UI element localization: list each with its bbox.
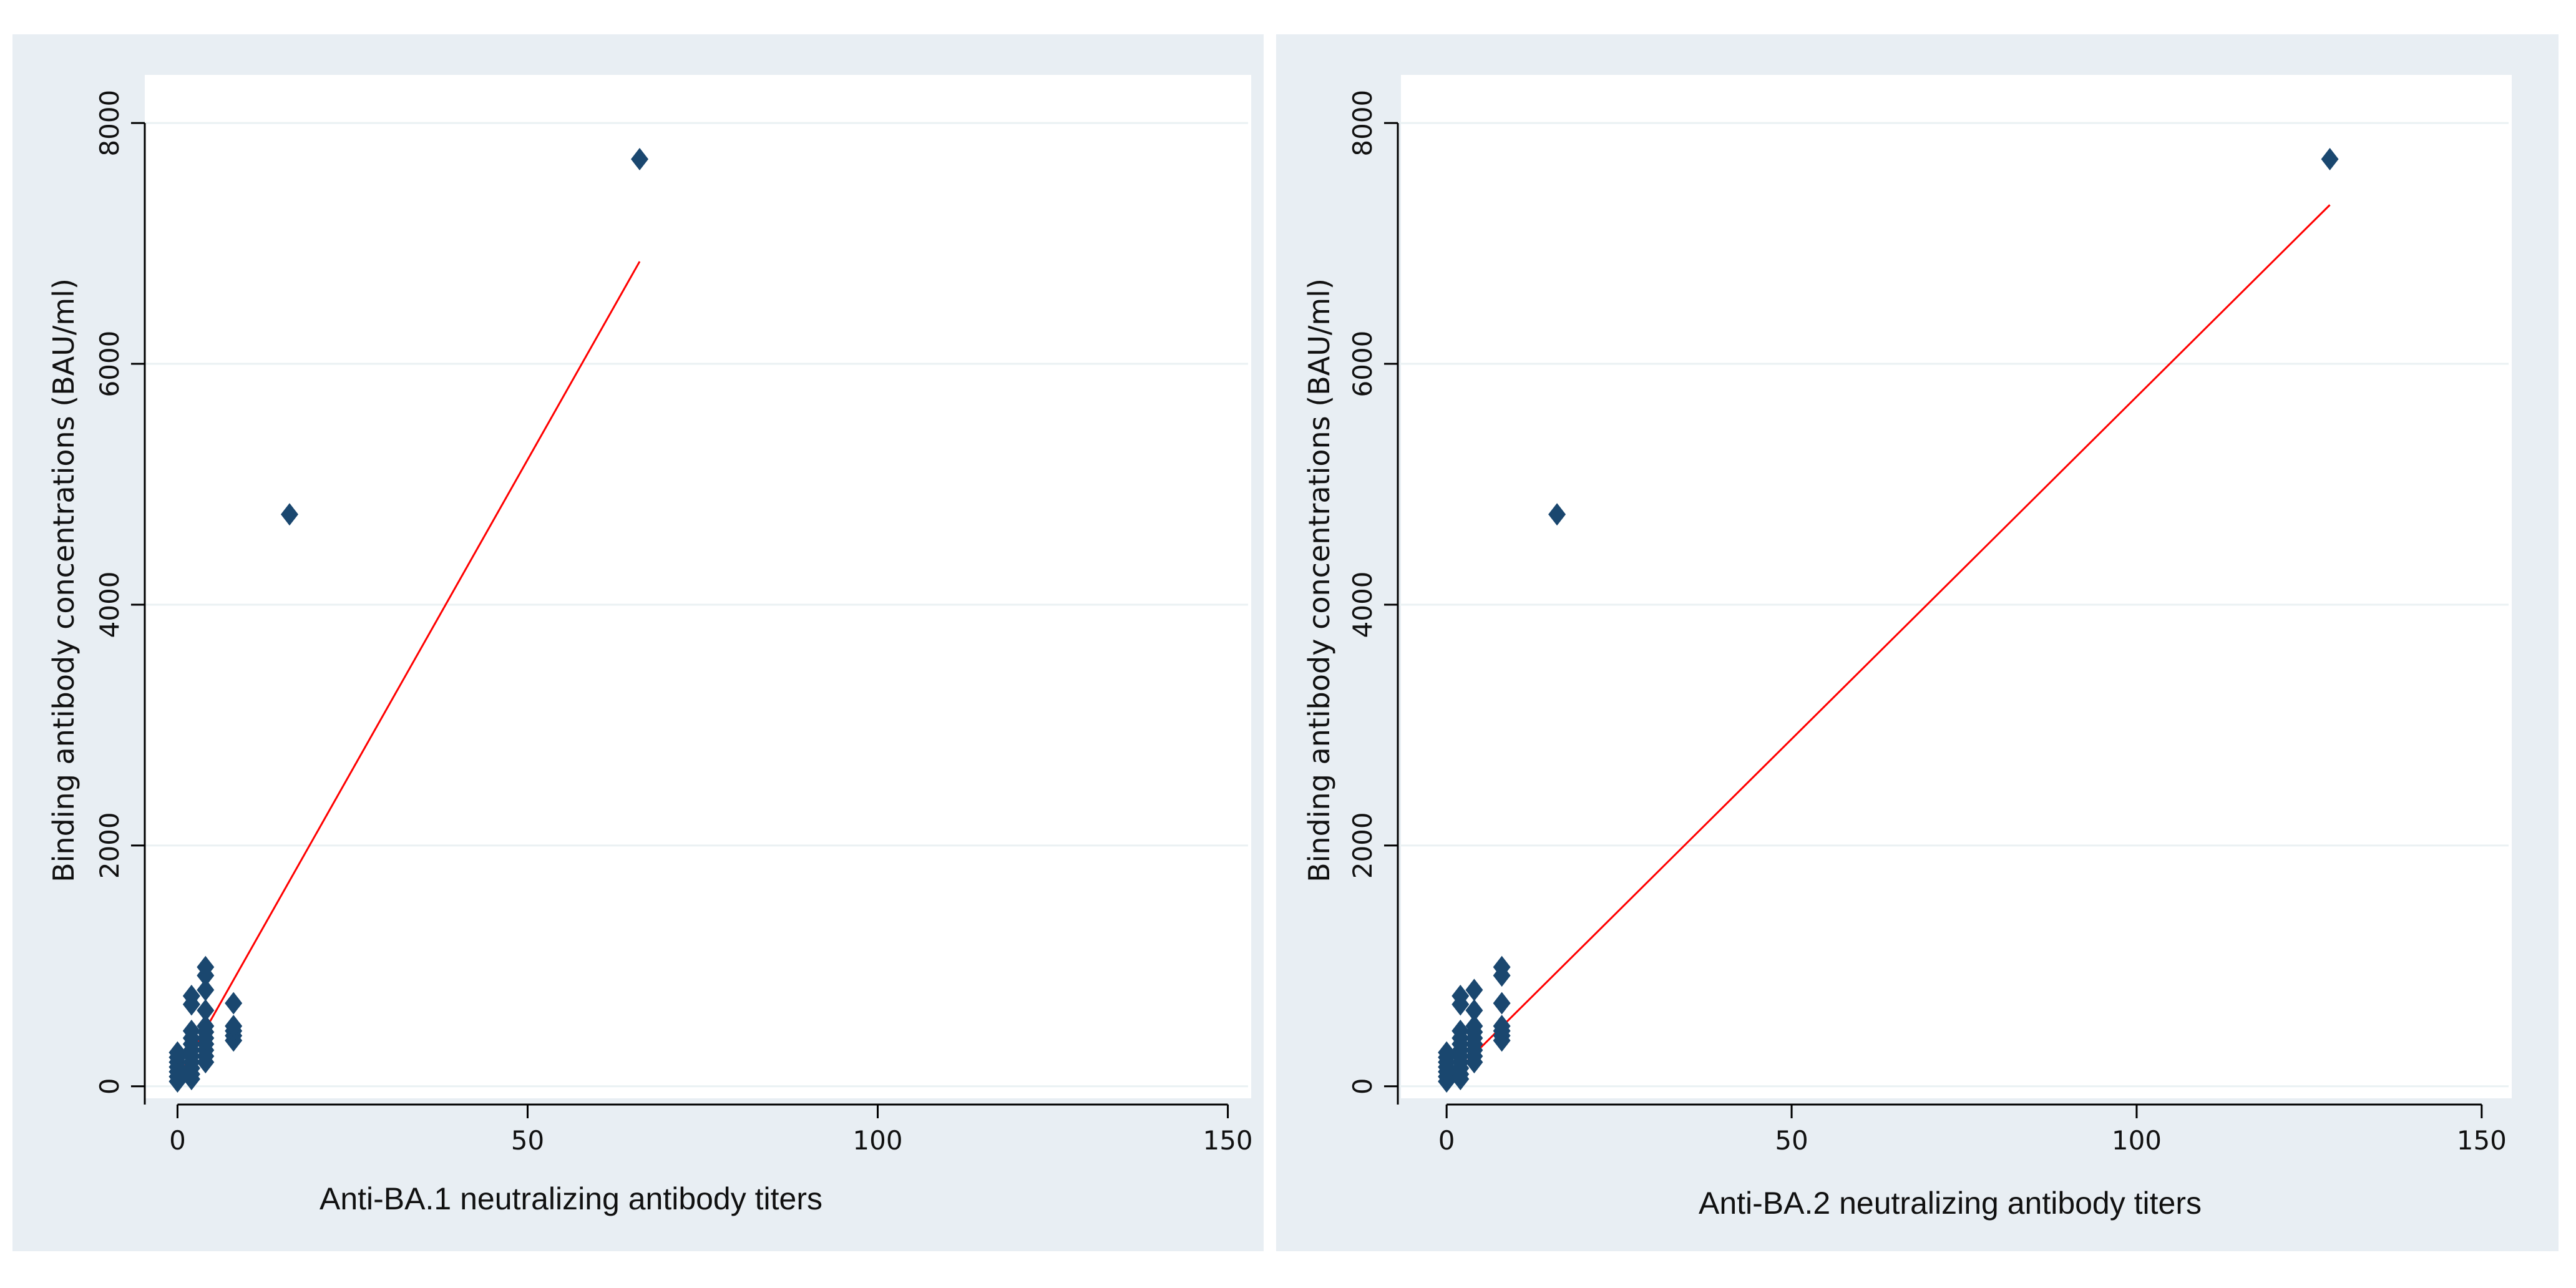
right-data-point-0-17 (1451, 985, 1470, 1007)
right-x-tick-label-3: 150 (2457, 1125, 2507, 1156)
left-data-point-0-34 (280, 503, 298, 526)
left-data-point-0-35 (631, 148, 649, 171)
right-x-tick-label-0: 0 (1438, 1125, 1455, 1156)
right-points (1438, 148, 2339, 1093)
left-x-tick-label-3: 150 (1203, 1125, 1252, 1156)
left-tick-labels: 0 2000 4000 6000 8000 0 50 100 150 (94, 90, 1253, 1156)
right-axes (1384, 122, 2483, 1118)
left-gridlines (145, 122, 1248, 1088)
left-axes (131, 122, 1229, 1118)
left-x-axis-title: Anti-BA.1 neutralizing antibody titers (320, 1181, 822, 1216)
left-y-tick-label-0: 0 (94, 1078, 125, 1095)
right-data-point-0-6 (1438, 1041, 1456, 1064)
right-y-tick-label-3: 6000 (1347, 331, 1378, 398)
left-data-point-0-28 (197, 955, 215, 978)
left-y-tick-label-2: 4000 (94, 571, 125, 638)
right-data-point-0-15 (1451, 1019, 1470, 1042)
left-data-point-0-33 (225, 992, 243, 1015)
right-fitted-line (1446, 204, 2331, 1083)
right-x-axis-title: Anti-BA.2 neutralizing antibody titers (1699, 1186, 2202, 1221)
right-data-point-0-35 (2321, 148, 2339, 171)
right-y-tick-label-0: 0 (1347, 1078, 1378, 1095)
left-data-point-0-32 (225, 1015, 243, 1038)
right-chart-panel: 0 2000 4000 6000 8000 0 50 100 150 Binding antib… (1276, 34, 2559, 1251)
left-data-point-0-15 (182, 1019, 200, 1042)
right-gridlines (1398, 122, 2509, 1088)
right-x-tick-label-1: 50 (1775, 1125, 1808, 1156)
left-y-tick-label-1: 2000 (94, 812, 125, 879)
left-data-point-0-17 (182, 985, 200, 1007)
right-data-point-0-30 (1493, 1015, 1511, 1038)
left-y-tick-label-3: 6000 (94, 331, 125, 398)
right-data-point-0-26 (1465, 978, 1483, 1002)
right-x-tick-label-2: 100 (2112, 1125, 2162, 1156)
left-y-axis-title: Binding antibody concentrations (BAU/ml) (47, 278, 80, 882)
left-data-point-0-26 (197, 978, 215, 1002)
right-y-axis-title: Binding antibody concentrations (BAU/ml) (1302, 278, 1336, 882)
left-x-tick-label-2: 100 (852, 1125, 902, 1156)
right-y-tick-label-1: 2000 (1347, 812, 1378, 879)
right-data-point-0-24 (1465, 1015, 1483, 1038)
right-tick-labels: 0 2000 4000 6000 8000 0 50 100 150 (1347, 90, 2507, 1156)
left-y-tick-label-4: 8000 (94, 90, 125, 157)
left-x-tick-label-1: 50 (511, 1125, 544, 1156)
left-chart-panel: 0 2000 4000 6000 8000 0 50 100 150 Binding antib… (12, 34, 1264, 1251)
left-fitted-line (177, 261, 641, 1080)
left-fit-line-layer (177, 261, 641, 1080)
left-points (168, 148, 649, 1093)
left-x-tick-label-0: 0 (169, 1125, 186, 1156)
right-data-point-0-34 (1548, 503, 1566, 526)
right-data-point-0-25 (1465, 999, 1483, 1022)
right-plot-area (1401, 75, 2512, 1098)
right-y-tick-label-4: 8000 (1347, 90, 1378, 157)
left-data-point-0-6 (168, 1041, 187, 1064)
right-fit-line-layer (1446, 204, 2331, 1083)
left-data-point-0-24 (197, 1015, 215, 1038)
left-data-point-0-25 (197, 999, 215, 1022)
right-data-point-0-31 (1493, 992, 1511, 1015)
left-plot-area (145, 75, 1251, 1098)
right-y-tick-label-2: 4000 (1347, 571, 1378, 638)
right-data-point-0-33 (1493, 955, 1511, 978)
